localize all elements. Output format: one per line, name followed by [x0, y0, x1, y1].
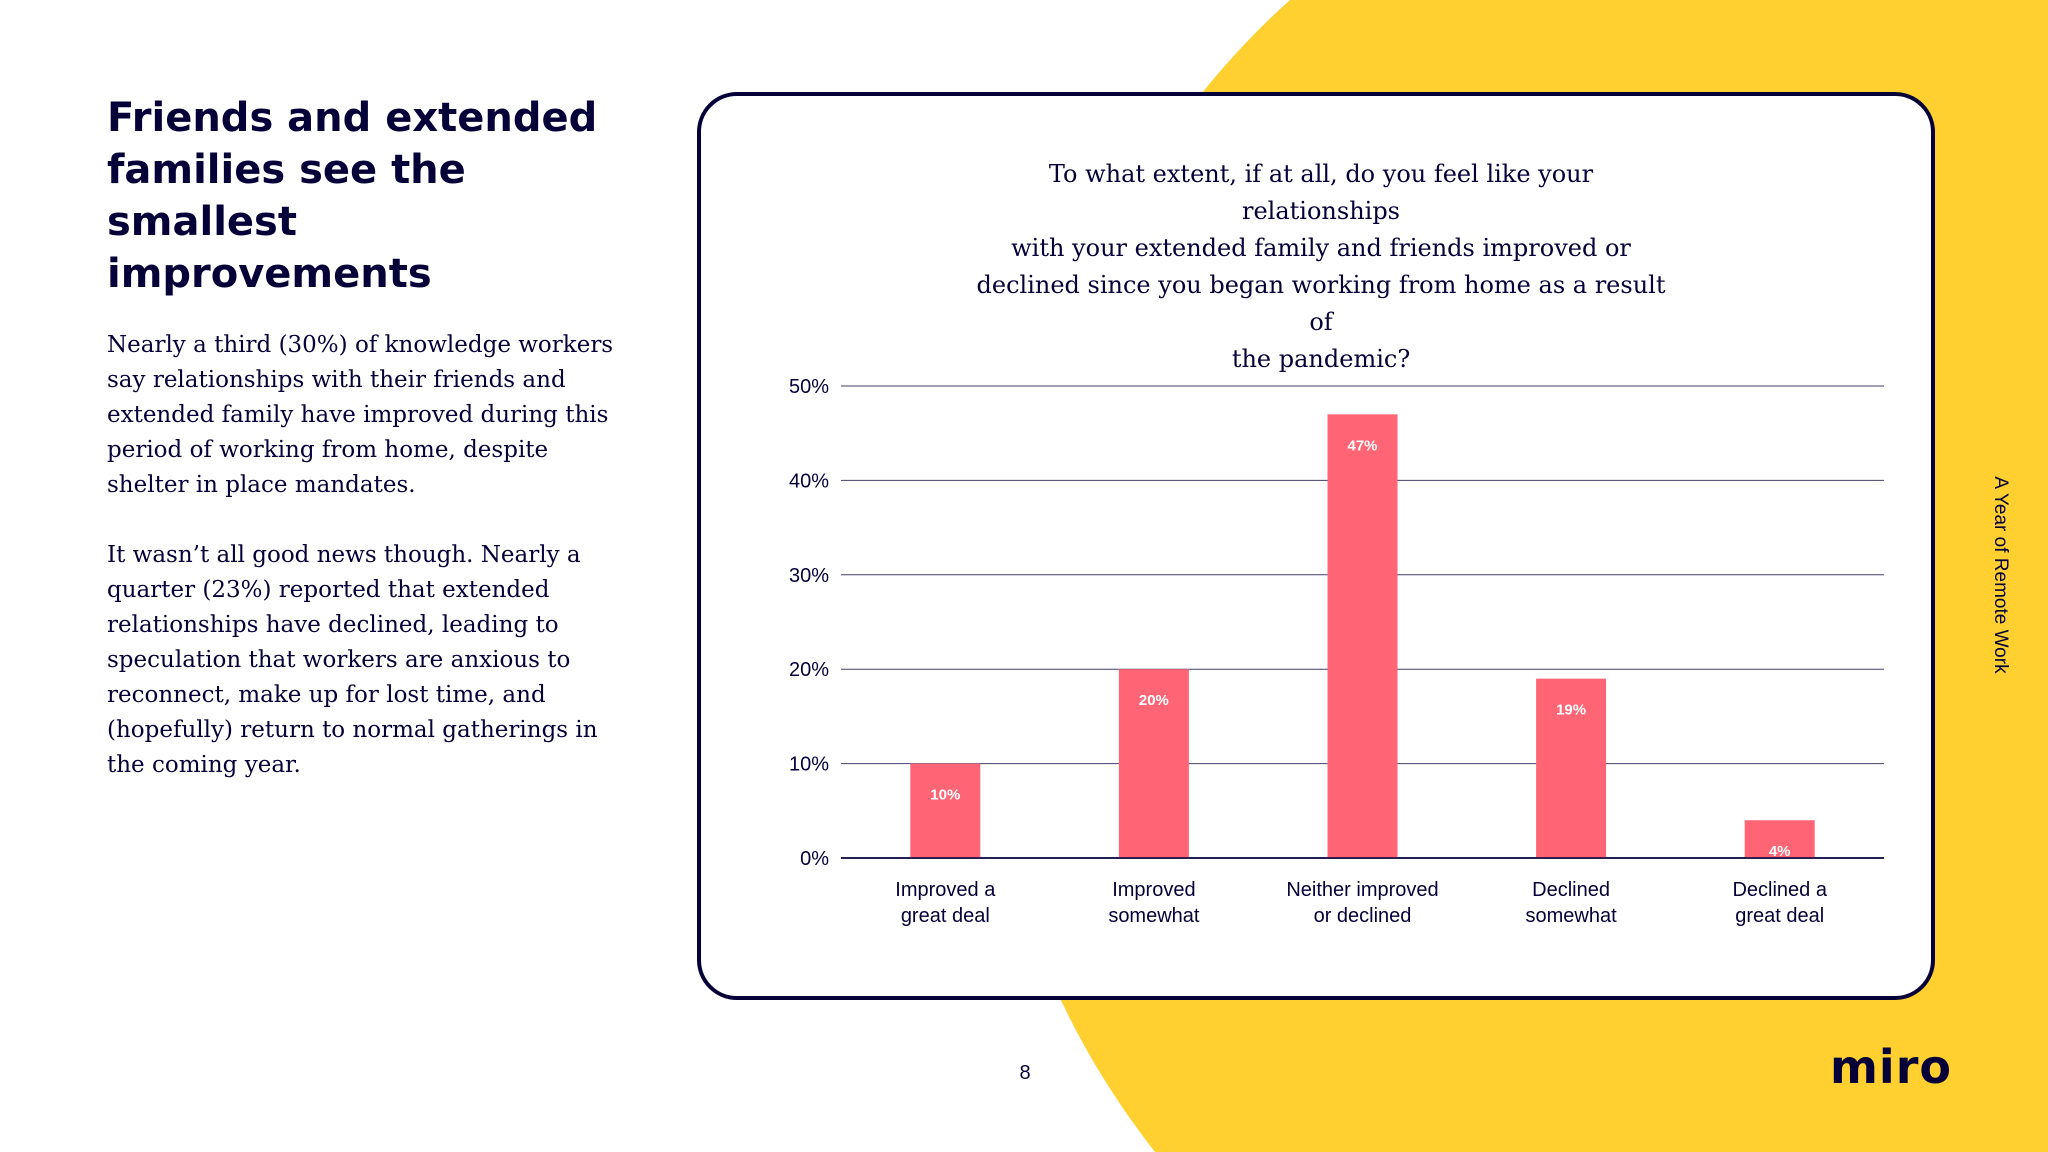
miro-logo: miro [1830, 1040, 1952, 1094]
x-tick-label: Neither improved [1286, 879, 1438, 901]
y-tick-label: 30% [789, 565, 829, 587]
left-text-column: Friends and extended families see the sm… [107, 92, 627, 818]
chart-title: To what extent, if at all, do you feel l… [971, 156, 1671, 378]
data-label: 19% [1556, 702, 1586, 719]
page-number: 8 [1019, 1062, 1031, 1084]
bar [1536, 678, 1607, 858]
data-label: 20% [1139, 692, 1169, 709]
bar [910, 763, 981, 858]
data-label: 10% [930, 787, 960, 804]
x-tick-label: Declined [1532, 879, 1610, 901]
data-label: 47% [1347, 437, 1377, 454]
paragraph-line: shelter in place mandates. [107, 472, 416, 498]
paragraph-line: extended family have improved during thi… [107, 402, 609, 428]
x-tick-label: great deal [1735, 905, 1824, 927]
paragraph-line: quarter (23%) reported that extended [107, 577, 550, 603]
y-tick-label: 40% [789, 470, 829, 492]
y-tick-label: 50% [789, 376, 829, 398]
x-tick-label: or declined [1314, 905, 1412, 927]
x-tick-label: somewhat [1108, 905, 1200, 927]
heading-line: smallest improvements [107, 199, 432, 297]
paragraph-line: say relationships with their friends and [107, 367, 566, 393]
y-tick-label: 10% [789, 754, 829, 776]
x-tick-label: somewhat [1526, 905, 1618, 927]
paragraph-line: the coming year. [107, 752, 301, 778]
chart-title-line: To what extent, if at all, do you feel l… [1048, 160, 1594, 225]
chart-card: To what extent, if at all, do you feel l… [697, 92, 1935, 1000]
bar [1327, 414, 1398, 858]
paragraph-line: (hopefully) return to normal gatherings … [107, 717, 598, 743]
bar [1118, 669, 1189, 858]
heading-line: families see the [107, 147, 466, 193]
y-tick-label: 0% [800, 848, 829, 870]
body-paragraph-2: It wasn’t all good news though. Nearly a… [107, 538, 627, 783]
paragraph-line: It wasn’t all good news though. Nearly a [107, 542, 581, 568]
heading-line: Friends and extended [107, 95, 598, 141]
chart-title-line: with your extended family and friends im… [1011, 234, 1631, 262]
x-tick-label: great deal [901, 905, 990, 927]
x-tick-label: Declined a [1732, 879, 1827, 901]
chart-title-line: declined since you began working from ho… [976, 271, 1666, 336]
x-tick-label: Improved a [895, 879, 996, 901]
data-label: 4% [1769, 843, 1791, 860]
paragraph-line: speculation that workers are anxious to [107, 647, 571, 673]
page-heading: Friends and extended families see the sm… [107, 92, 627, 300]
x-tick-label: Improved [1112, 879, 1195, 901]
side-label: A Year of Remote Work [1990, 476, 2011, 674]
bar-chart: 0% 10% 20% 30% 40% 50% 10% Improved a great deal… [789, 376, 1884, 927]
bar [1744, 820, 1815, 858]
paragraph-line: period of working from home, despite [107, 437, 549, 463]
chart-title-line: the pandemic? [1231, 345, 1411, 373]
paragraph-line: reconnect, make up for lost time, and [107, 682, 546, 708]
body-paragraph-1: Nearly a third (30%) of knowledge worker… [107, 328, 627, 503]
y-tick-label: 20% [789, 659, 829, 681]
paragraph-line: Nearly a third (30%) of knowledge worker… [107, 332, 614, 358]
paragraph-line: relationships have declined, leading to [107, 612, 559, 638]
